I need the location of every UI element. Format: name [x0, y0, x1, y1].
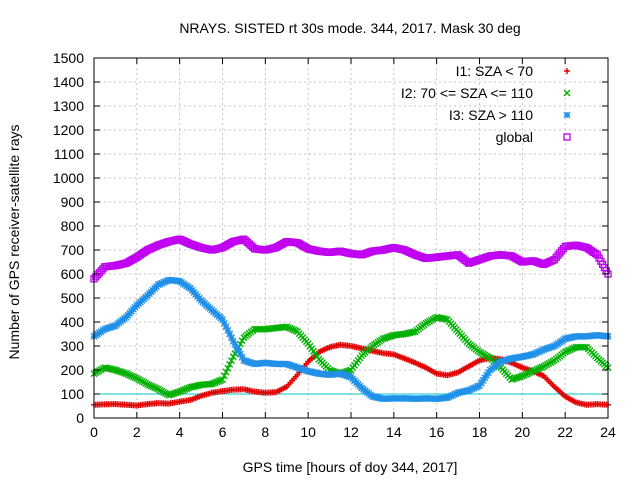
data-point-interp: [179, 386, 187, 394]
data-point: [208, 380, 216, 388]
x-tick-label: 18: [472, 424, 488, 440]
data-point-interp: [226, 330, 234, 338]
x-tick-label: 16: [429, 424, 445, 440]
y-tick-label: 900: [61, 194, 85, 210]
data-point: [219, 316, 226, 324]
y-tick-label: 1400: [53, 74, 84, 90]
x-tick-label: 0: [90, 424, 98, 440]
legend: I1: SZA < 70 I2: 70 <= SZA <= 110 I3: SZA …: [401, 63, 571, 145]
data-points: [90, 235, 612, 409]
data-point-interp: [581, 343, 589, 351]
legend-label: global: [496, 129, 533, 145]
legend-label: I2: 70 <= SZA <= 110: [401, 85, 533, 101]
y-tick-label: 100: [61, 386, 85, 402]
data-point-interp: [222, 368, 230, 376]
data-point-interp: [233, 344, 241, 352]
data-point-interp: [231, 340, 239, 348]
series-3: [90, 276, 612, 403]
data-point-interp: [409, 328, 417, 336]
x-tick-label: 4: [176, 424, 184, 440]
data-point: [219, 376, 226, 384]
data-point-interp: [227, 357, 235, 365]
chart-title: NRAYS. SISTED rt 30s mode. 344, 2017. Ma…: [179, 20, 520, 36]
y-tick-label: 1300: [53, 98, 84, 114]
legend-label: I3: SZA > 110: [449, 107, 533, 123]
data-point-interp: [213, 378, 221, 386]
y-tick-label: 1200: [53, 122, 84, 138]
x-tick-label: 24: [600, 424, 616, 440]
x-tick-label: 12: [343, 424, 359, 440]
data-point-interp: [183, 385, 191, 393]
data-point-interp: [220, 319, 228, 327]
y-tick-label: 300: [61, 338, 85, 354]
axes: 0 2 4 6 8 10 12 14 16 18 20 22 240100200300400500600…: [53, 50, 616, 440]
y-tick-label: 0: [76, 410, 84, 426]
y-axis-label: Number of GPS receiver-satellite rays: [6, 125, 22, 360]
data-point-interp: [224, 326, 232, 334]
x-tick-label: 14: [386, 424, 402, 440]
y-tick-label: 500: [61, 290, 85, 306]
data-point-interp: [235, 347, 243, 355]
data-point-interp: [181, 385, 189, 393]
x-tick-label: 22: [557, 424, 573, 440]
data-point-interp: [227, 334, 235, 342]
data-point: [176, 388, 184, 396]
x-axis-label: GPS time [hours of doy 344, 2017]: [243, 459, 458, 475]
data-point-interp: [210, 379, 218, 387]
legend-marker: [564, 68, 570, 74]
data-point-interp: [226, 360, 234, 368]
series-4: [90, 235, 612, 283]
y-tick-label: 600: [61, 266, 85, 282]
legend-marker: [563, 111, 571, 119]
data-point-interp: [177, 387, 185, 395]
y-tick-label: 800: [61, 218, 85, 234]
legend-label: I1: SZA < 70: [456, 63, 534, 79]
x-tick-label: 10: [300, 424, 316, 440]
y-tick-label: 400: [61, 314, 85, 330]
legend-marker: [563, 133, 571, 141]
y-tick-label: 1100: [54, 146, 84, 162]
data-point-interp: [238, 353, 246, 361]
x-tick-label: 6: [219, 424, 227, 440]
y-tick-label: 1000: [53, 170, 84, 186]
data-point-interp: [224, 364, 232, 372]
x-tick-label: 20: [515, 424, 531, 440]
x-tick-label: 8: [261, 424, 269, 440]
y-tick-label: 700: [61, 242, 85, 258]
x-tick-label: 2: [133, 424, 141, 440]
data-point-interp: [215, 377, 223, 385]
data-point: [229, 337, 237, 345]
data-point-interp: [236, 350, 244, 358]
legend-marker: [563, 89, 571, 97]
y-tick-label: 1500: [53, 50, 84, 66]
data-point-interp: [222, 323, 230, 331]
data-point-interp: [211, 378, 219, 386]
y-tick-label: 200: [61, 362, 85, 378]
data-point-interp: [220, 372, 228, 380]
